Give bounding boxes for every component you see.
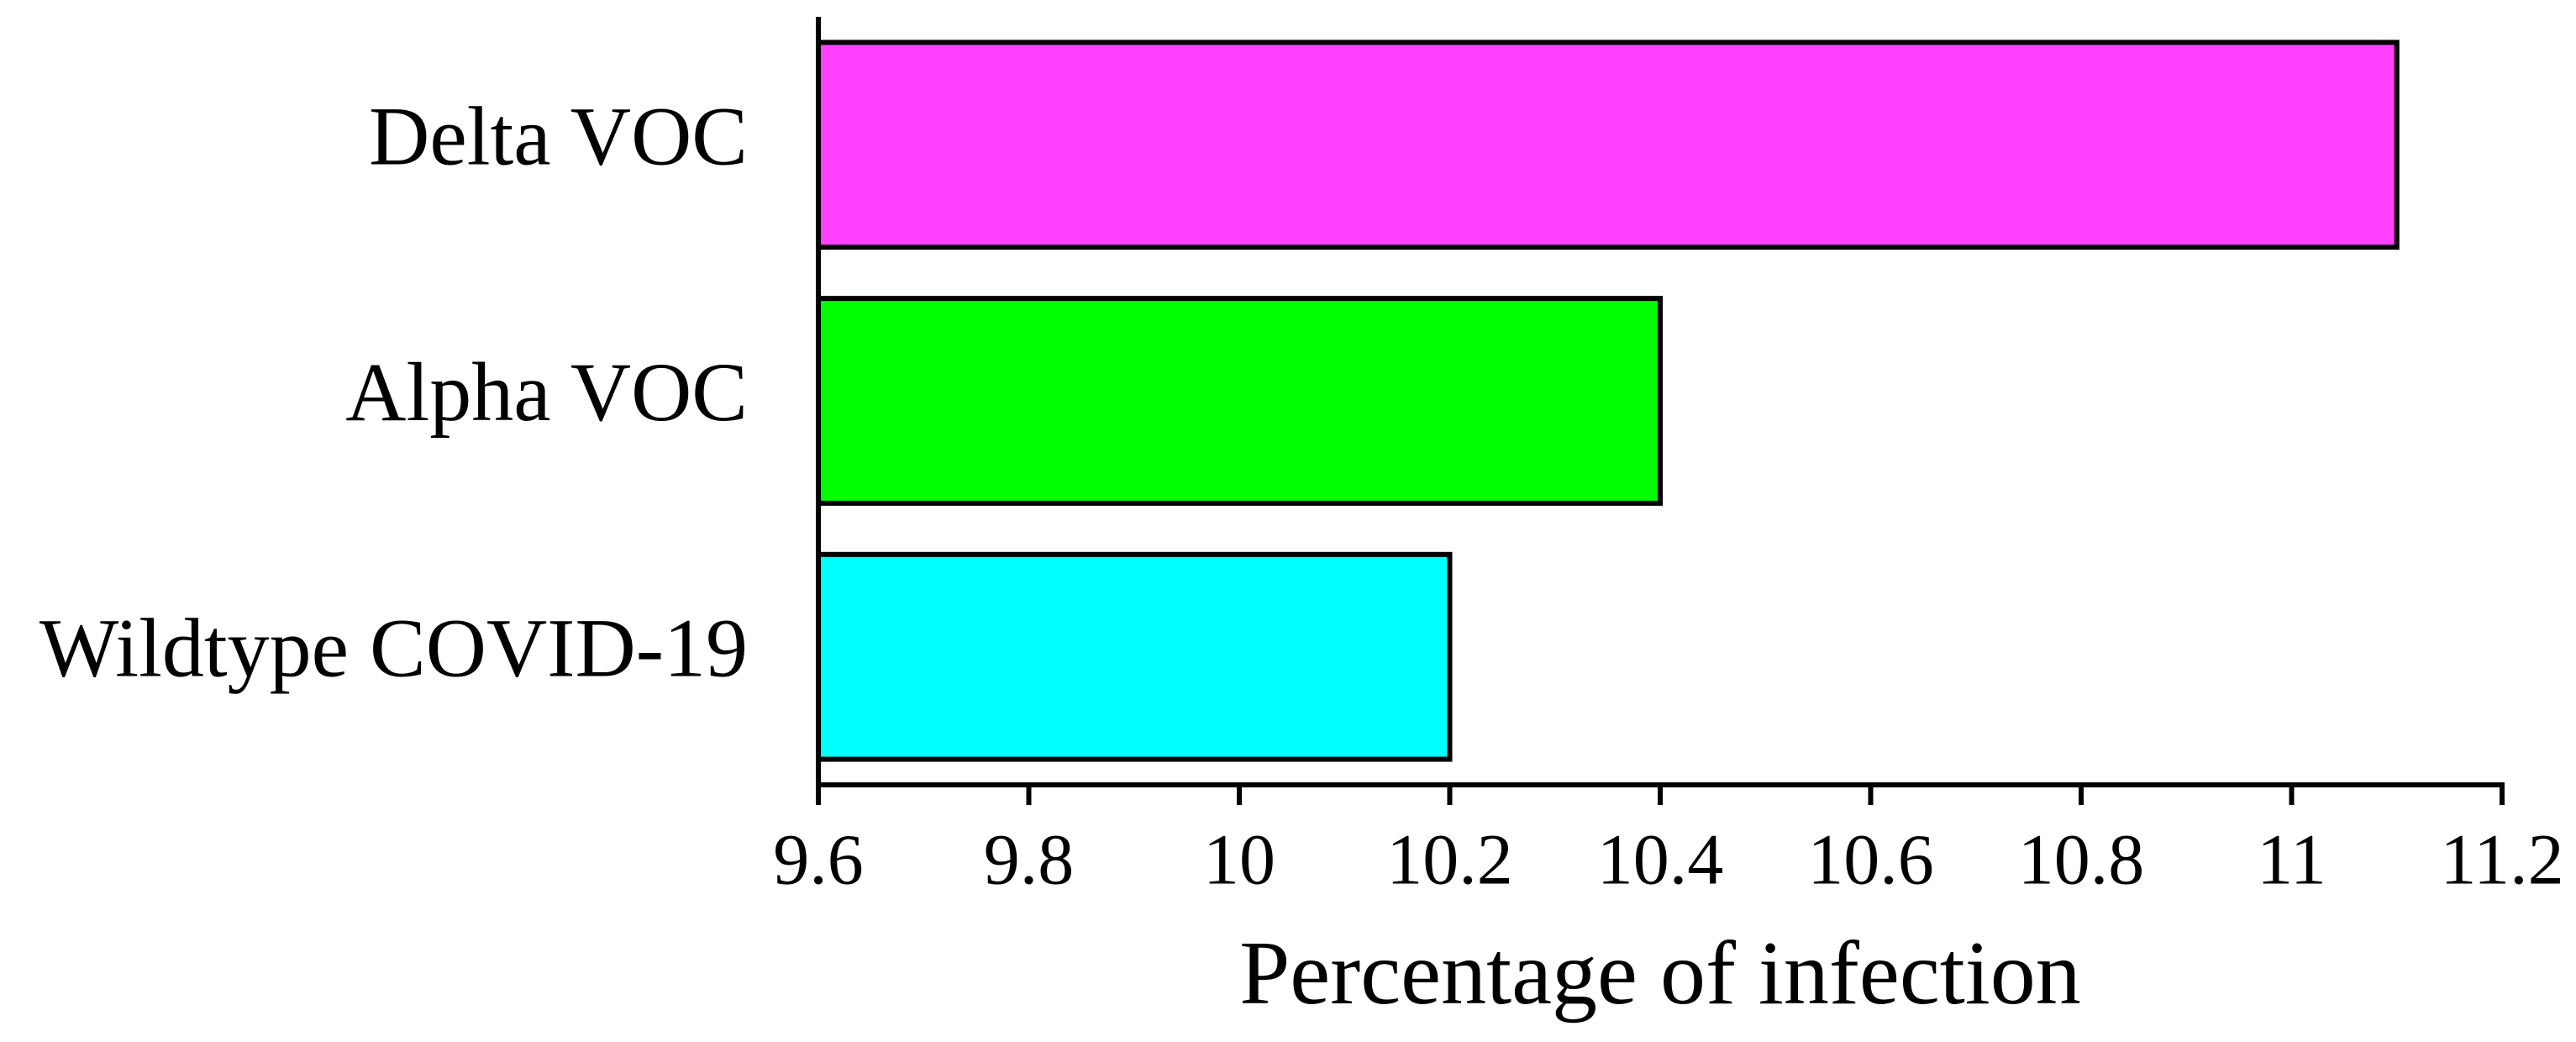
bar [816, 296, 1663, 506]
x-tick-label: 9.8 [984, 819, 1075, 900]
y-tick-label: Delta VOC [369, 89, 748, 182]
x-tick-label: 10.6 [1807, 819, 1934, 900]
y-tick-label: Wildtype COVID-19 [39, 602, 748, 695]
x-tick-label: 10.8 [2018, 819, 2145, 900]
x-axis-label: Percentage of infection [1239, 924, 2081, 1024]
x-tick-label: 10.2 [1386, 819, 1513, 900]
x-tick-label: 11.2 [2440, 819, 2563, 900]
x-tick-label: 10.4 [1597, 819, 1724, 900]
x-tick-label: 11 [2257, 819, 2326, 900]
x-tick-label: 10 [1203, 819, 1275, 900]
bar [816, 39, 2400, 250]
bar [816, 551, 1453, 762]
y-tick-label: Alpha VOC [345, 345, 748, 439]
x-tick-label: 9.6 [773, 819, 864, 900]
